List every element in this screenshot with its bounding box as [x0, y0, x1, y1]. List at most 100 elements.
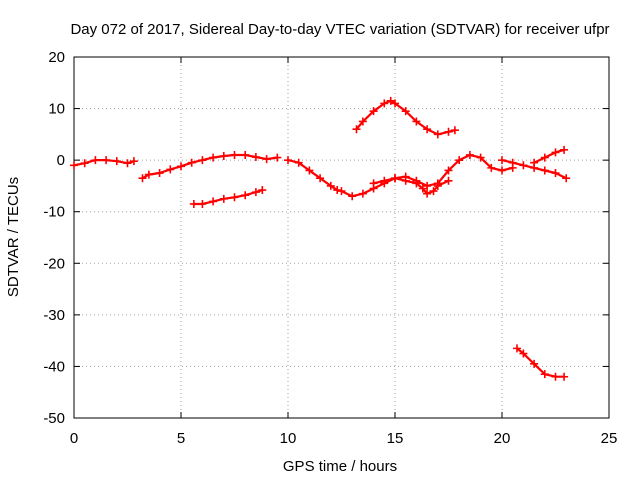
data-point [498, 156, 506, 165]
data-point [540, 153, 549, 162]
series-arc-1 [70, 156, 138, 170]
data-point [258, 186, 267, 195]
data-point [273, 153, 282, 162]
data-point [444, 166, 453, 175]
series-arc-9 [530, 145, 569, 167]
data-point [380, 176, 389, 185]
data-point [198, 199, 207, 208]
data-point [433, 181, 442, 190]
series-line [372, 177, 450, 195]
data-point [198, 156, 207, 165]
data-point [551, 372, 560, 381]
data-point [519, 161, 528, 170]
data-point [530, 359, 539, 368]
data-point [70, 161, 78, 170]
data-point [423, 125, 432, 134]
data-point [219, 152, 228, 161]
data-point [450, 126, 459, 135]
data-point [369, 179, 378, 188]
y-tick-label: -40 [43, 358, 65, 375]
data-point [241, 191, 250, 200]
y-tick-label: -30 [43, 307, 65, 324]
data-point [508, 158, 517, 167]
y-axis-label: SDTVAR / TECUs [5, 177, 22, 297]
data-point [369, 107, 378, 116]
data-point [112, 157, 121, 166]
data-point [551, 148, 560, 157]
data-point [423, 181, 432, 190]
axis-ticks: 0 5 10 15 20 25 -50 -40 -30 -20 -10 0 10 20 [43, 49, 617, 447]
data-point [230, 193, 239, 202]
data-point [418, 184, 427, 193]
plot-area-frame [73, 56, 610, 419]
data-point [487, 163, 496, 172]
data-point [444, 176, 453, 185]
data-point [305, 166, 314, 175]
data-point [519, 349, 528, 358]
data-point [423, 189, 432, 198]
data-point [166, 165, 175, 174]
data-point [386, 96, 395, 105]
data-point [123, 159, 132, 168]
data-point [391, 174, 399, 183]
data-point [540, 166, 549, 175]
x-tick-label: 25 [601, 430, 618, 447]
series-arc-10 [512, 344, 569, 381]
data-point [562, 174, 571, 183]
data-point [498, 166, 506, 175]
data-point [102, 156, 111, 165]
data-point [129, 157, 138, 166]
y-tick-label: -10 [43, 204, 65, 221]
series-arc-8 [498, 156, 571, 183]
series-arc-3 [189, 186, 267, 208]
series-arc-6 [352, 96, 459, 139]
data-point [91, 156, 100, 165]
data-point [155, 169, 164, 178]
data-point [412, 117, 421, 126]
data-point [358, 189, 367, 198]
x-axis-label: GPS time / hours [283, 458, 397, 475]
data-point [465, 150, 474, 159]
series-arc-2 [138, 150, 282, 183]
data-point [144, 170, 153, 179]
data-point [262, 155, 271, 164]
data-point [560, 372, 569, 381]
x-tick-label: 10 [280, 430, 297, 447]
data-point [401, 107, 410, 116]
data-point [433, 130, 442, 139]
data-point [512, 344, 521, 353]
data-point [177, 162, 185, 171]
data-point [337, 187, 346, 196]
data-point [187, 158, 196, 167]
data-point [251, 188, 260, 197]
chart-title: Day 072 of 2017, Sidereal Day-to-day VTE… [70, 21, 609, 38]
data-point [219, 194, 228, 203]
y-tick-label: 0 [57, 152, 65, 169]
data-series [70, 96, 571, 381]
y-tick-label: 20 [48, 49, 65, 66]
data-point [80, 159, 89, 168]
data-point [230, 150, 239, 159]
data-point [358, 117, 367, 126]
data-point [209, 153, 218, 162]
data-point [444, 127, 453, 136]
data-point [476, 153, 485, 162]
series-arc-4 [284, 156, 342, 195]
y-tick-label: -50 [43, 410, 65, 427]
data-point [540, 370, 549, 379]
data-point [189, 199, 198, 208]
x-tick-label: 0 [70, 430, 78, 447]
data-point [348, 192, 357, 201]
data-point [294, 158, 303, 167]
data-point [551, 169, 560, 178]
data-point [251, 153, 260, 162]
data-point [380, 99, 389, 108]
grid [74, 57, 609, 418]
x-tick-label: 5 [177, 430, 185, 447]
data-point [209, 197, 218, 206]
data-point [560, 145, 569, 154]
data-point [429, 187, 438, 196]
data-point [455, 156, 464, 165]
